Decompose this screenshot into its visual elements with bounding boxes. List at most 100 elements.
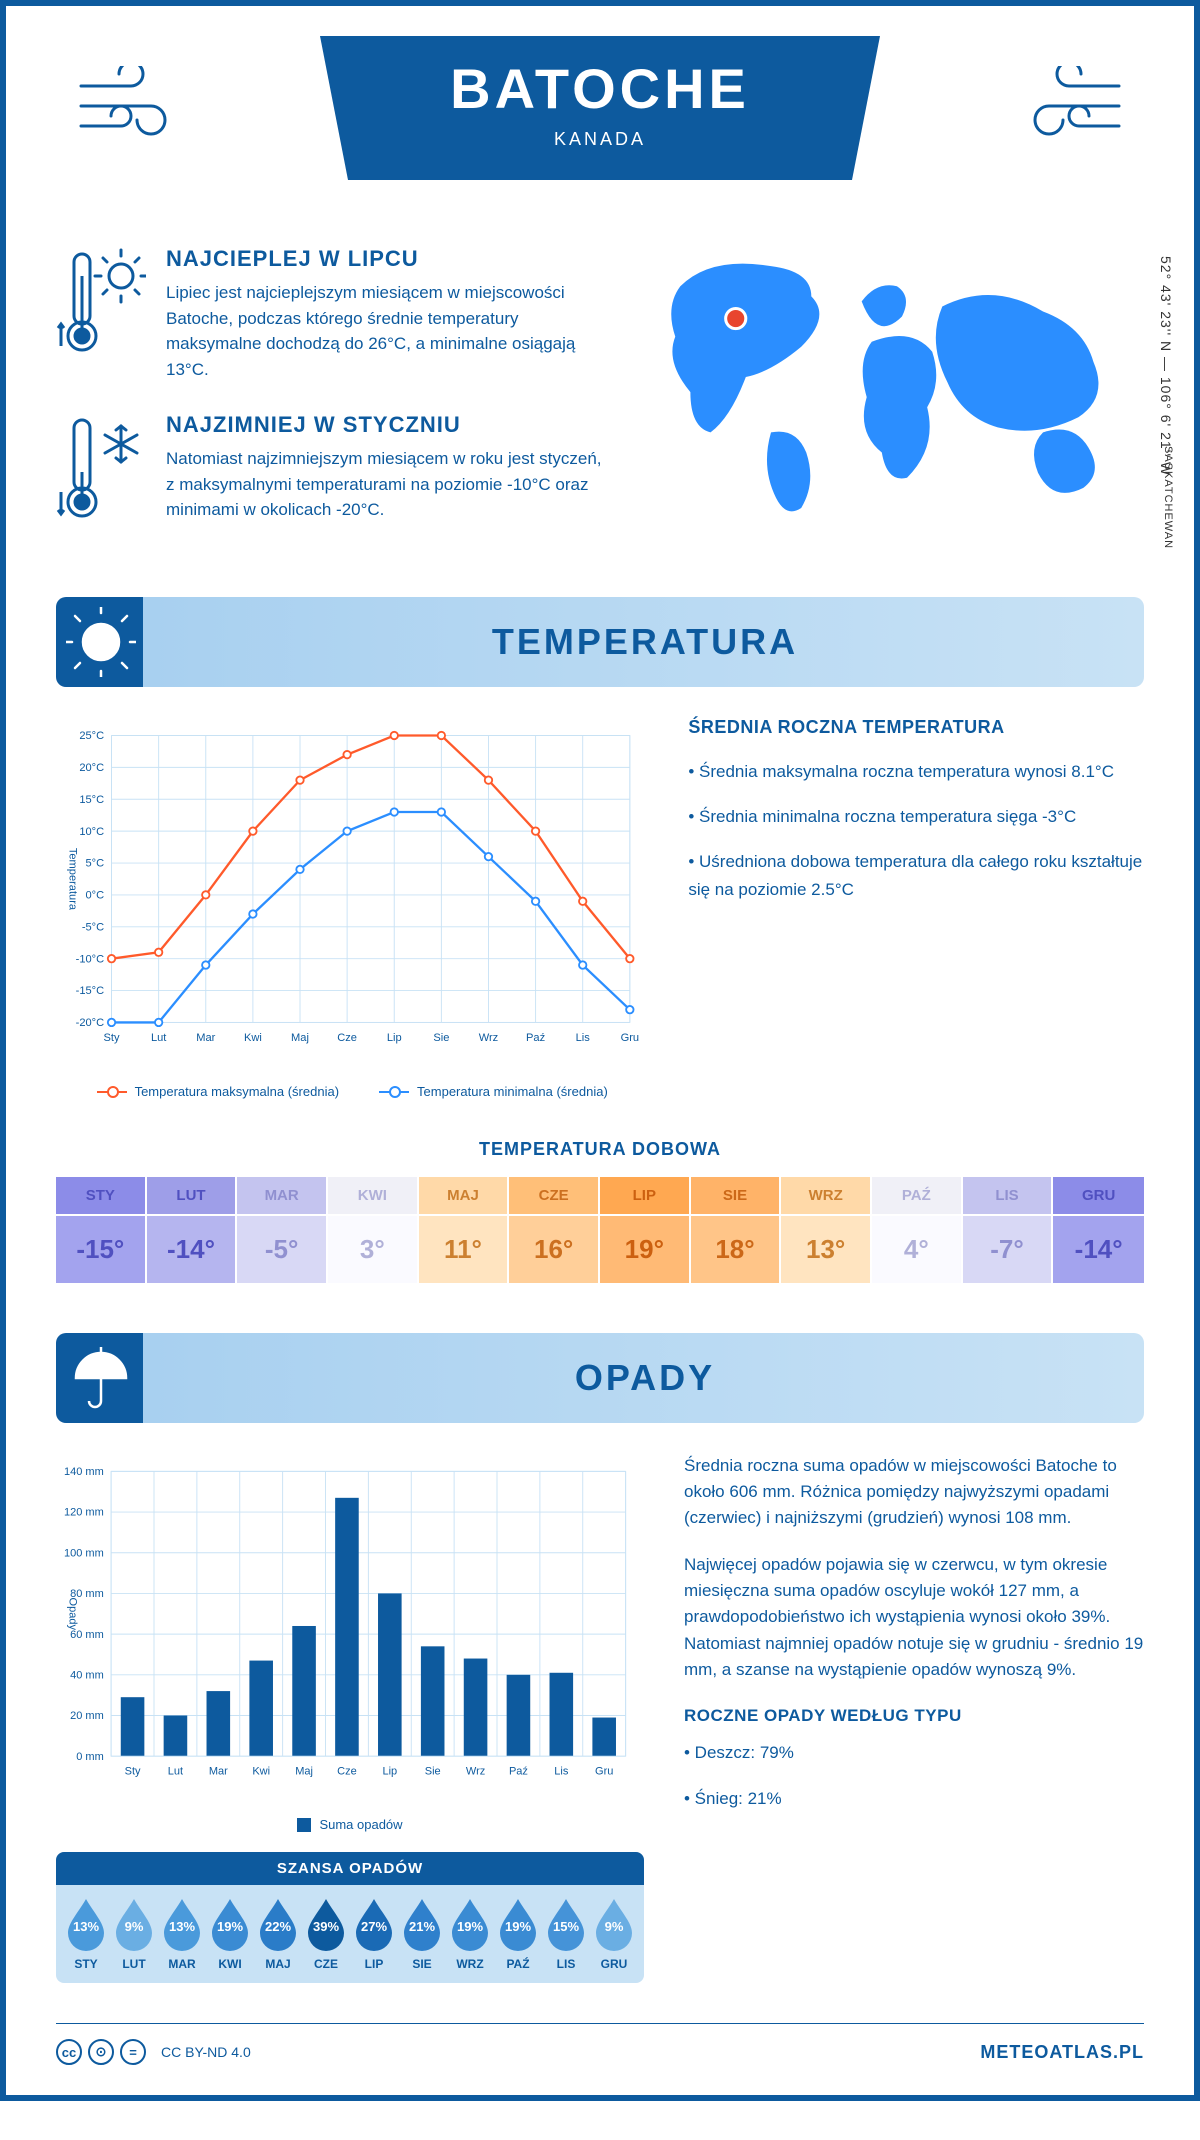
svg-text:Maj: Maj (291, 1032, 309, 1044)
daily-cell: LUT-14° (147, 1177, 238, 1283)
cc-icons: cc ⊙ = (56, 2039, 146, 2065)
svg-text:Wrz: Wrz (479, 1032, 499, 1044)
svg-text:Sie: Sie (433, 1032, 449, 1044)
daily-cell: MAJ11° (419, 1177, 510, 1283)
daily-cell: KWI3° (328, 1177, 419, 1283)
precip-rain: • Deszcz: 79% (684, 1740, 1144, 1766)
precip-para-1: Średnia roczna suma opadów w miejscowośc… (684, 1453, 1144, 1532)
precipitation-text: Średnia roczna suma opadów w miejscowośc… (684, 1453, 1144, 1984)
precipitation-chance-box: SZANSA OPADÓW 13%STY9%LUT13%MAR19%KWI22%… (56, 1852, 644, 1983)
daily-cell: MAR-5° (237, 1177, 328, 1283)
svg-text:0°C: 0°C (86, 890, 105, 902)
temp-stat-1: • Średnia maksymalna roczna temperatura … (688, 758, 1144, 785)
chance-cell: 21%SIE (400, 1897, 444, 1971)
footer: cc ⊙ = CC BY-ND 4.0 METEOATLAS.PL (56, 2023, 1144, 2065)
cc-icon: cc (56, 2039, 82, 2065)
temperature-line-chart: -20°C-15°C-10°C-5°C0°C5°C10°C15°C20°C25°… (56, 717, 648, 1099)
umbrella-icon (56, 1343, 146, 1413)
coldest-heading: NAJZIMNIEJ W STYCZNIU (166, 412, 610, 438)
svg-text:Mar: Mar (196, 1032, 215, 1044)
location-pin-icon (726, 308, 746, 328)
svg-text:20°C: 20°C (79, 762, 104, 774)
chance-cell: 19%WRZ (448, 1897, 492, 1971)
header: BATOCHE KANADA (56, 36, 1144, 216)
warmest-body: Lipiec jest najcieplejszym miesiącem w m… (166, 280, 610, 382)
legend-min: Temperatura minimalna (średnia) (379, 1084, 608, 1099)
svg-text:5°C: 5°C (86, 858, 105, 870)
svg-text:Lut: Lut (168, 1765, 183, 1777)
svg-text:-15°C: -15°C (76, 985, 104, 997)
temp-stats-heading: ŚREDNIA ROCZNA TEMPERATURA (688, 717, 1144, 738)
svg-text:-5°C: -5°C (82, 921, 104, 933)
raindrop-icon: 39% (304, 1897, 348, 1951)
city-title: BATOCHE (360, 56, 840, 121)
raindrop-icon: 19% (496, 1897, 540, 1951)
svg-text:Sie: Sie (425, 1765, 441, 1777)
region-label: SASKATCHEWAN (1162, 446, 1174, 549)
chance-title: SZANSA OPADÓW (56, 1852, 644, 1885)
daily-cell: WRZ13° (781, 1177, 872, 1283)
daily-temp-title: TEMPERATURA DOBOWA (56, 1139, 1144, 1160)
svg-text:Maj: Maj (295, 1765, 313, 1777)
svg-text:Sty: Sty (104, 1032, 120, 1044)
nd-icon: = (120, 2039, 146, 2065)
daily-cell: LIP19° (600, 1177, 691, 1283)
title-banner: BATOCHE KANADA (320, 36, 880, 180)
coldest-block: NAJZIMNIEJ W STYCZNIU Natomiast najzimni… (56, 412, 610, 527)
raindrop-icon: 9% (112, 1897, 156, 1951)
daily-cell: PAŹ4° (872, 1177, 963, 1283)
intro-row: NAJCIEPLEJ W LIPCU Lipiec jest najcieple… (56, 246, 1144, 557)
chance-cell: 19%PAŹ (496, 1897, 540, 1971)
world-map-block: 52° 43' 23'' N — 106° 6' 21'' W SASKATCH… (640, 246, 1144, 557)
precip-type-heading: ROCZNE OPADY WEDŁUG TYPU (684, 1703, 1144, 1729)
thermometer-snowflake-icon (56, 412, 146, 527)
legend-max: Temperatura maksymalna (średnia) (97, 1084, 339, 1099)
daily-cell: SIE18° (691, 1177, 782, 1283)
daily-temp-table: STY-15°LUT-14°MAR-5°KWI3°MAJ11°CZE16°LIP… (56, 1175, 1144, 1283)
svg-text:Cze: Cze (337, 1765, 357, 1777)
svg-text:25°C: 25°C (79, 730, 104, 742)
svg-text:100 mm: 100 mm (64, 1547, 104, 1559)
svg-text:60 mm: 60 mm (70, 1629, 104, 1641)
license-label: CC BY-ND 4.0 (161, 2044, 251, 2060)
svg-text:20 mm: 20 mm (70, 1710, 104, 1722)
svg-text:Lut: Lut (151, 1032, 166, 1044)
svg-text:Kwi: Kwi (252, 1765, 270, 1777)
svg-text:Mar: Mar (209, 1765, 228, 1777)
chance-cell: 19%KWI (208, 1897, 252, 1971)
svg-text:Sty: Sty (125, 1765, 141, 1777)
svg-text:Temperatura: Temperatura (67, 848, 79, 911)
raindrop-icon: 13% (64, 1897, 108, 1951)
country-subtitle: KANADA (360, 129, 840, 150)
raindrop-icon: 15% (544, 1897, 588, 1951)
daily-cell: STY-15° (56, 1177, 147, 1283)
precipitation-section-header: OPADY (56, 1333, 1144, 1423)
precip-para-2: Najwięcej opadów pojawia się w czerwcu, … (684, 1552, 1144, 1684)
warmest-block: NAJCIEPLEJ W LIPCU Lipiec jest najcieple… (56, 246, 610, 382)
chance-cell: 27%LIP (352, 1897, 396, 1971)
warmest-heading: NAJCIEPLEJ W LIPCU (166, 246, 610, 272)
chance-cell: 39%CZE (304, 1897, 348, 1971)
wind-icon-left (76, 66, 186, 151)
raindrop-icon: 27% (352, 1897, 396, 1951)
svg-text:Lip: Lip (387, 1032, 402, 1044)
svg-text:-10°C: -10°C (76, 953, 104, 965)
chance-cell: 13%MAR (160, 1897, 204, 1971)
precip-snow: • Śnieg: 21% (684, 1786, 1144, 1812)
chance-cell: 9%GRU (592, 1897, 636, 1971)
svg-text:Gru: Gru (595, 1765, 613, 1777)
svg-text:Kwi: Kwi (244, 1032, 262, 1044)
svg-text:120 mm: 120 mm (64, 1506, 104, 1518)
raindrop-icon: 13% (160, 1897, 204, 1951)
daily-cell: LIS-7° (963, 1177, 1054, 1283)
svg-text:40 mm: 40 mm (70, 1669, 104, 1681)
by-icon: ⊙ (88, 2039, 114, 2065)
svg-text:Gru: Gru (621, 1032, 640, 1044)
svg-text:Paź: Paź (526, 1032, 545, 1044)
world-map-icon (640, 246, 1144, 528)
raindrop-icon: 19% (448, 1897, 492, 1951)
temp-stat-2: • Średnia minimalna roczna temperatura s… (688, 803, 1144, 830)
brand-label: METEOATLAS.PL (980, 2042, 1144, 2063)
svg-text:Lip: Lip (382, 1765, 397, 1777)
raindrop-icon: 9% (592, 1897, 636, 1951)
